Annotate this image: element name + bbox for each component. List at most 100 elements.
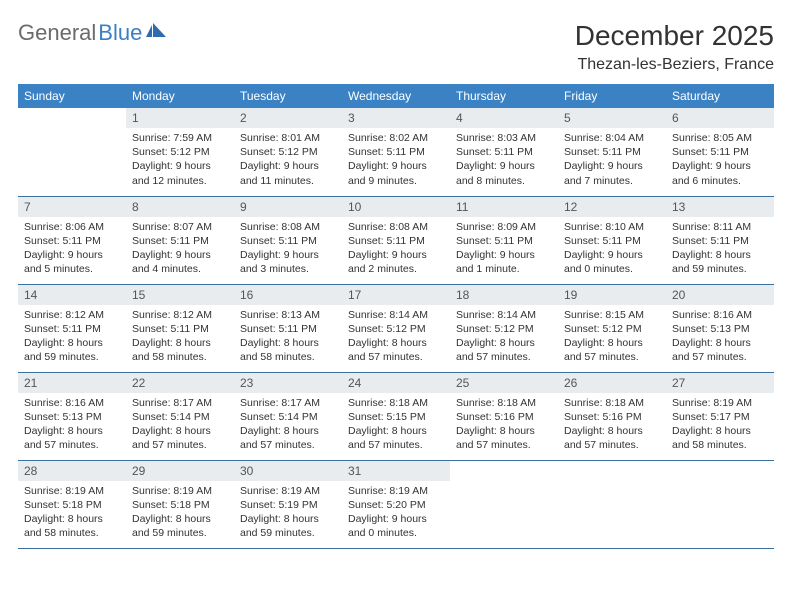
weekday-header: Sunday [18,84,126,108]
day-text: Sunrise: 8:17 AM Sunset: 5:14 PM Dayligh… [126,393,234,457]
day-number: 18 [450,285,558,305]
day-number: 21 [18,373,126,393]
day-text: Sunrise: 8:03 AM Sunset: 5:11 PM Dayligh… [450,128,558,192]
location: Thezan-les-Beziers, France [575,56,774,74]
day-number: 25 [450,373,558,393]
calendar-row: 14Sunrise: 8:12 AM Sunset: 5:11 PM Dayli… [18,284,774,372]
calendar-cell [666,460,774,548]
day-number: 2 [234,108,342,128]
day-text [666,467,774,474]
day-number: 24 [342,373,450,393]
calendar-cell: 27Sunrise: 8:19 AM Sunset: 5:17 PM Dayli… [666,372,774,460]
day-text: Sunrise: 8:04 AM Sunset: 5:11 PM Dayligh… [558,128,666,192]
day-number: 13 [666,197,774,217]
day-number: 16 [234,285,342,305]
calendar-cell: 28Sunrise: 8:19 AM Sunset: 5:18 PM Dayli… [18,460,126,548]
calendar-row: 7Sunrise: 8:06 AM Sunset: 5:11 PM Daylig… [18,196,774,284]
day-number: 29 [126,461,234,481]
calendar-cell: 26Sunrise: 8:18 AM Sunset: 5:16 PM Dayli… [558,372,666,460]
calendar-cell: 25Sunrise: 8:18 AM Sunset: 5:16 PM Dayli… [450,372,558,460]
calendar-cell: 23Sunrise: 8:17 AM Sunset: 5:14 PM Dayli… [234,372,342,460]
day-text: Sunrise: 8:08 AM Sunset: 5:11 PM Dayligh… [342,217,450,281]
weekday-header: Monday [126,84,234,108]
calendar-cell: 29Sunrise: 8:19 AM Sunset: 5:18 PM Dayli… [126,460,234,548]
day-number: 17 [342,285,450,305]
calendar-cell: 12Sunrise: 8:10 AM Sunset: 5:11 PM Dayli… [558,196,666,284]
calendar-cell: 8Sunrise: 8:07 AM Sunset: 5:11 PM Daylig… [126,196,234,284]
calendar-cell: 4Sunrise: 8:03 AM Sunset: 5:11 PM Daylig… [450,108,558,196]
day-text: Sunrise: 8:19 AM Sunset: 5:17 PM Dayligh… [666,393,774,457]
day-number: 10 [342,197,450,217]
day-number: 4 [450,108,558,128]
calendar-cell: 22Sunrise: 8:17 AM Sunset: 5:14 PM Dayli… [126,372,234,460]
day-text: Sunrise: 8:19 AM Sunset: 5:20 PM Dayligh… [342,481,450,545]
day-number: 12 [558,197,666,217]
calendar-cell: 5Sunrise: 8:04 AM Sunset: 5:11 PM Daylig… [558,108,666,196]
calendar-cell: 7Sunrise: 8:06 AM Sunset: 5:11 PM Daylig… [18,196,126,284]
day-text: Sunrise: 8:18 AM Sunset: 5:16 PM Dayligh… [558,393,666,457]
weekday-header: Thursday [450,84,558,108]
calendar-cell: 11Sunrise: 8:09 AM Sunset: 5:11 PM Dayli… [450,196,558,284]
day-number: 23 [234,373,342,393]
day-number: 3 [342,108,450,128]
calendar-cell: 16Sunrise: 8:13 AM Sunset: 5:11 PM Dayli… [234,284,342,372]
logo-text-blue: Blue [98,20,142,46]
logo-text-general: General [18,20,96,46]
day-text: Sunrise: 8:16 AM Sunset: 5:13 PM Dayligh… [18,393,126,457]
day-text: Sunrise: 8:14 AM Sunset: 5:12 PM Dayligh… [342,305,450,369]
header: GeneralBlue December 2025 Thezan-les-Bez… [18,20,774,74]
day-number: 11 [450,197,558,217]
weekday-header: Wednesday [342,84,450,108]
calendar-cell: 14Sunrise: 8:12 AM Sunset: 5:11 PM Dayli… [18,284,126,372]
day-text: Sunrise: 8:18 AM Sunset: 5:16 PM Dayligh… [450,393,558,457]
calendar-cell [450,460,558,548]
calendar-row: 21Sunrise: 8:16 AM Sunset: 5:13 PM Dayli… [18,372,774,460]
day-text: Sunrise: 8:06 AM Sunset: 5:11 PM Dayligh… [18,217,126,281]
calendar-cell: 1Sunrise: 7:59 AM Sunset: 5:12 PM Daylig… [126,108,234,196]
calendar-table: Sunday Monday Tuesday Wednesday Thursday… [18,84,774,549]
calendar-cell: 24Sunrise: 8:18 AM Sunset: 5:15 PM Dayli… [342,372,450,460]
calendar-cell: 19Sunrise: 8:15 AM Sunset: 5:12 PM Dayli… [558,284,666,372]
day-number: 30 [234,461,342,481]
day-number: 9 [234,197,342,217]
day-number: 19 [558,285,666,305]
day-text: Sunrise: 8:17 AM Sunset: 5:14 PM Dayligh… [234,393,342,457]
day-text: Sunrise: 8:14 AM Sunset: 5:12 PM Dayligh… [450,305,558,369]
day-number: 28 [18,461,126,481]
weekday-header-row: Sunday Monday Tuesday Wednesday Thursday… [18,84,774,108]
day-text [450,467,558,474]
flag-icon [146,23,168,44]
day-text: Sunrise: 8:12 AM Sunset: 5:11 PM Dayligh… [126,305,234,369]
title-block: December 2025 Thezan-les-Beziers, France [575,20,774,74]
calendar-cell: 13Sunrise: 8:11 AM Sunset: 5:11 PM Dayli… [666,196,774,284]
day-text: Sunrise: 8:09 AM Sunset: 5:11 PM Dayligh… [450,217,558,281]
day-text: Sunrise: 7:59 AM Sunset: 5:12 PM Dayligh… [126,128,234,192]
day-text [18,114,126,121]
calendar-cell: 15Sunrise: 8:12 AM Sunset: 5:11 PM Dayli… [126,284,234,372]
day-number: 7 [18,197,126,217]
calendar-cell: 30Sunrise: 8:19 AM Sunset: 5:19 PM Dayli… [234,460,342,548]
day-text: Sunrise: 8:16 AM Sunset: 5:13 PM Dayligh… [666,305,774,369]
day-text: Sunrise: 8:05 AM Sunset: 5:11 PM Dayligh… [666,128,774,192]
weekday-header: Friday [558,84,666,108]
calendar-cell: 31Sunrise: 8:19 AM Sunset: 5:20 PM Dayli… [342,460,450,548]
day-number: 26 [558,373,666,393]
day-text [558,467,666,474]
day-number: 15 [126,285,234,305]
day-number: 22 [126,373,234,393]
calendar-cell: 18Sunrise: 8:14 AM Sunset: 5:12 PM Dayli… [450,284,558,372]
day-number: 6 [666,108,774,128]
calendar-cell: 21Sunrise: 8:16 AM Sunset: 5:13 PM Dayli… [18,372,126,460]
day-text: Sunrise: 8:19 AM Sunset: 5:18 PM Dayligh… [126,481,234,545]
day-number: 31 [342,461,450,481]
day-number: 5 [558,108,666,128]
day-number: 8 [126,197,234,217]
calendar-row: 28Sunrise: 8:19 AM Sunset: 5:18 PM Dayli… [18,460,774,548]
day-number: 27 [666,373,774,393]
calendar-cell: 17Sunrise: 8:14 AM Sunset: 5:12 PM Dayli… [342,284,450,372]
day-text: Sunrise: 8:15 AM Sunset: 5:12 PM Dayligh… [558,305,666,369]
day-text: Sunrise: 8:18 AM Sunset: 5:15 PM Dayligh… [342,393,450,457]
day-number: 20 [666,285,774,305]
day-text: Sunrise: 8:08 AM Sunset: 5:11 PM Dayligh… [234,217,342,281]
calendar-cell: 20Sunrise: 8:16 AM Sunset: 5:13 PM Dayli… [666,284,774,372]
